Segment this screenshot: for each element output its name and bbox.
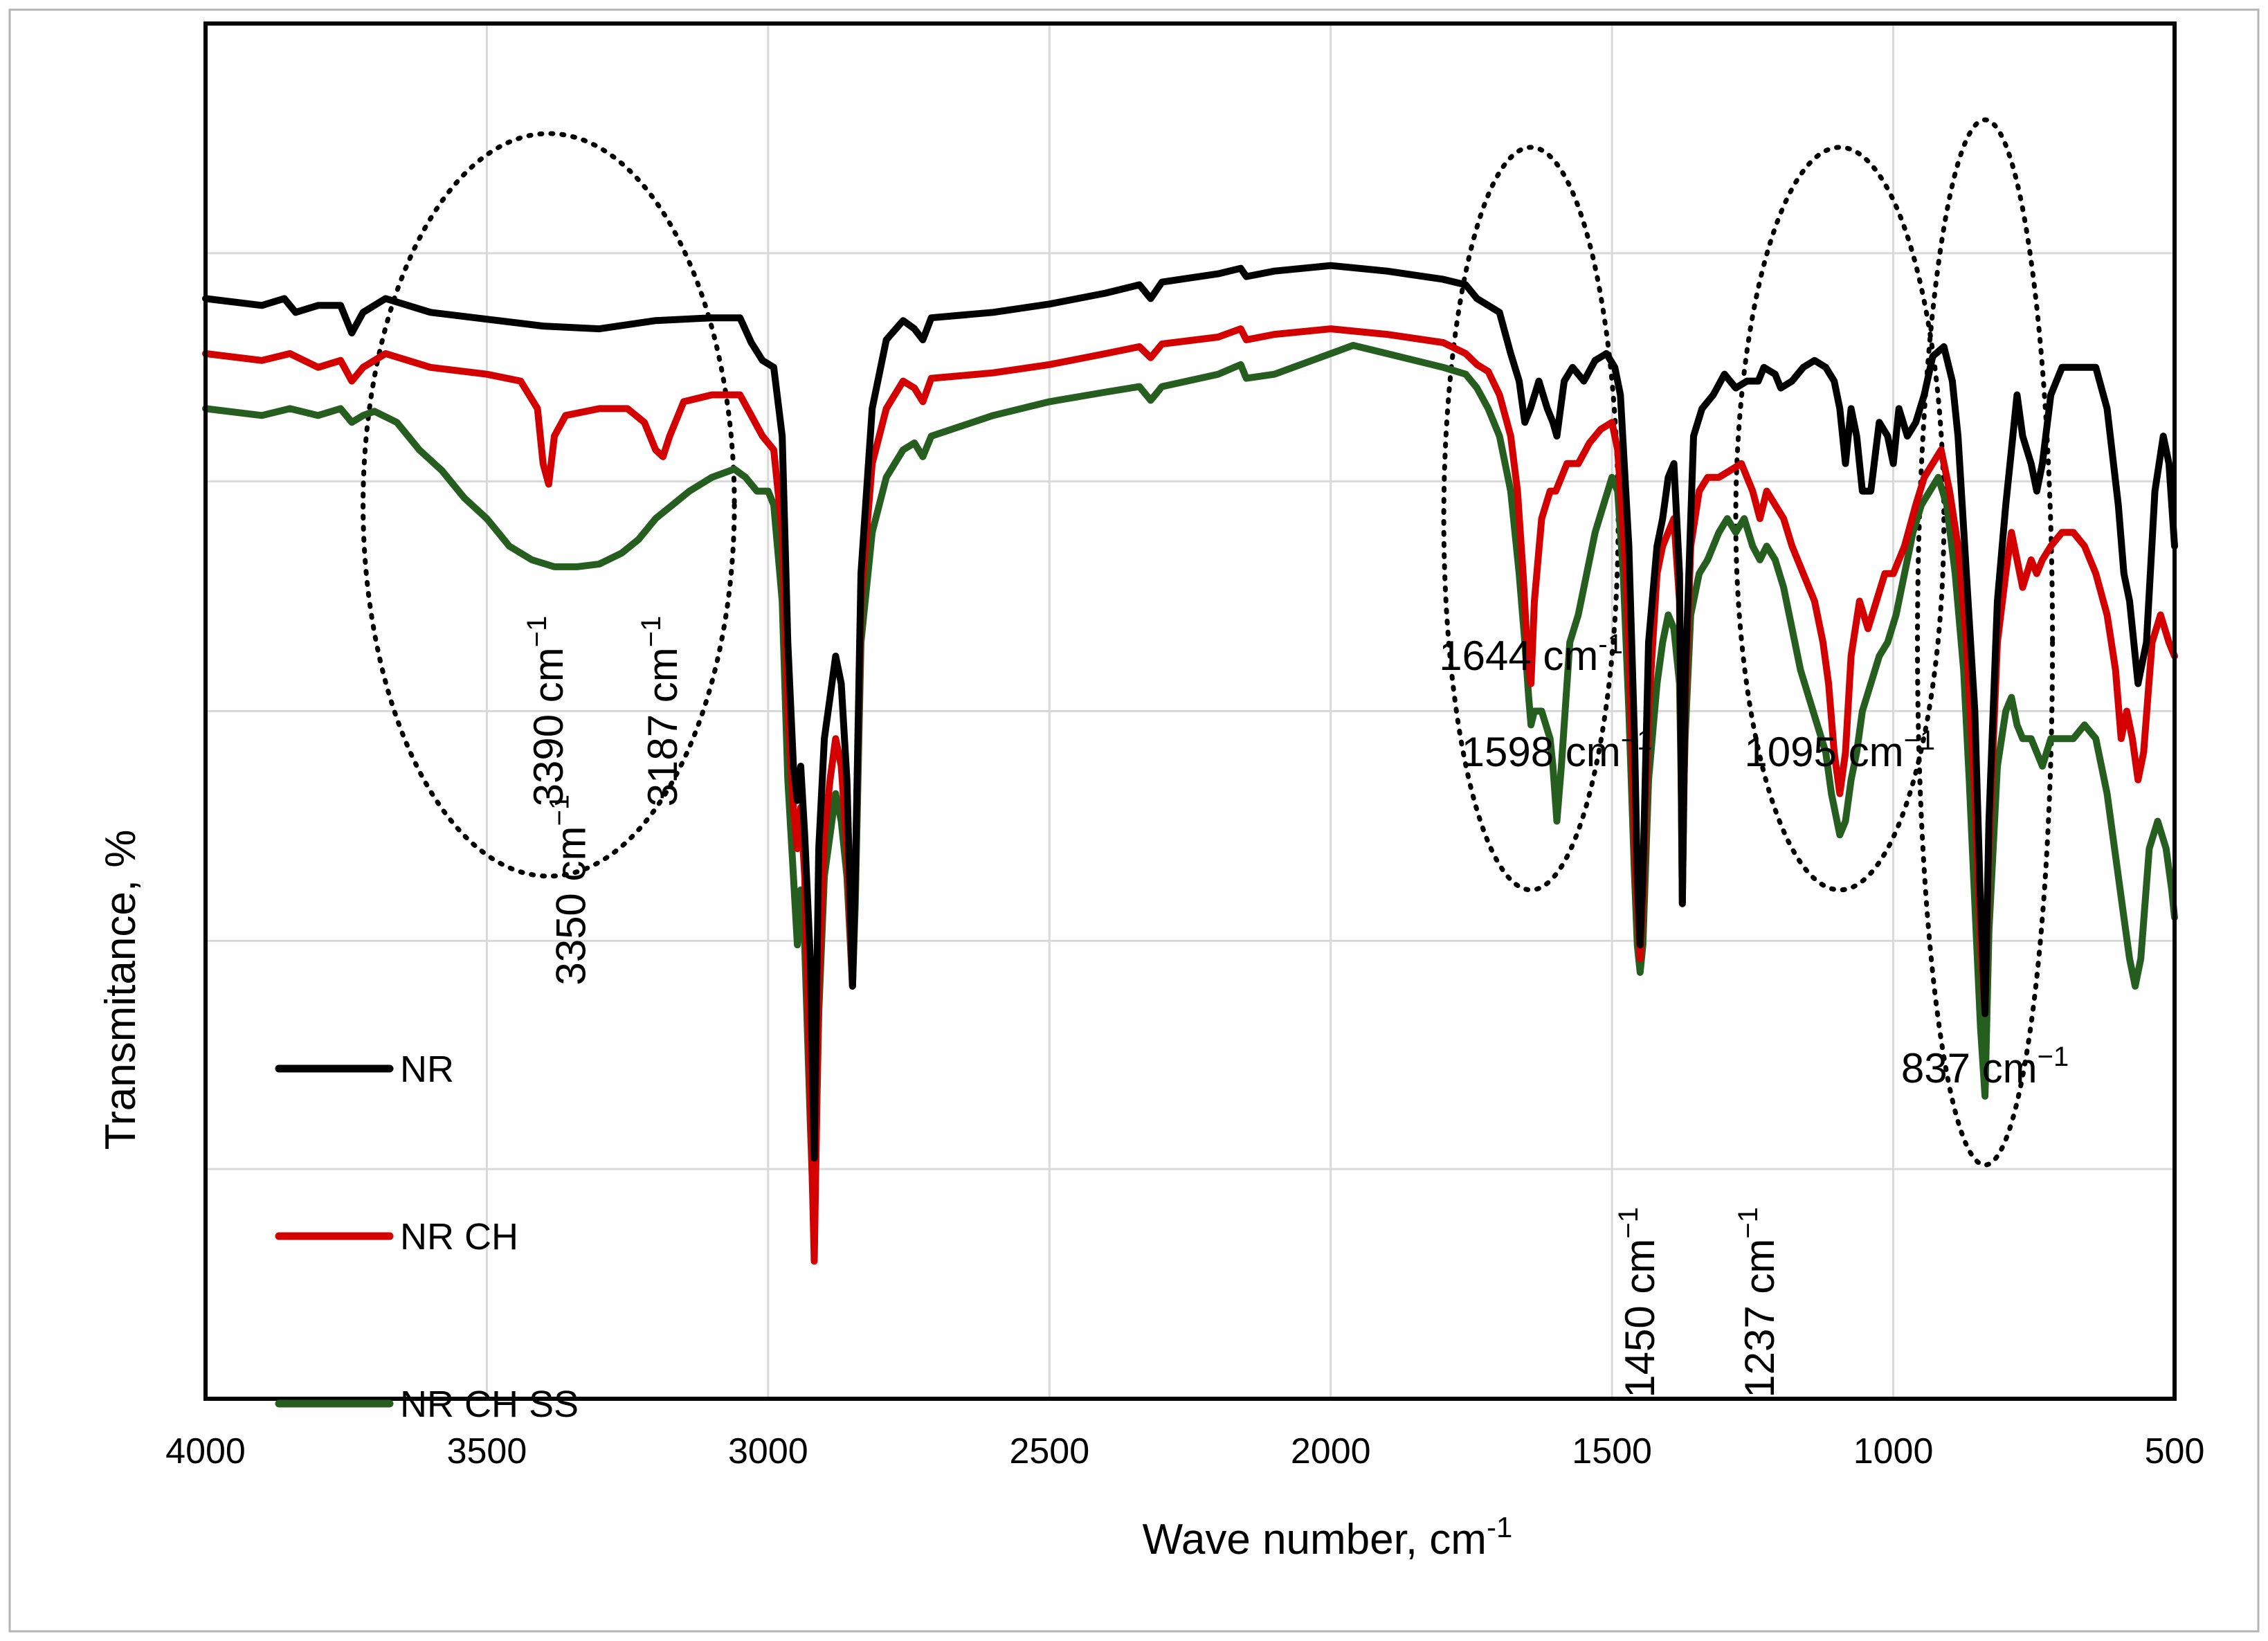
legend-label-nr: NR xyxy=(400,1049,454,1090)
highlight-ellipse xyxy=(1733,145,1947,893)
peak-label: 1644 cm-1 xyxy=(1439,629,1623,679)
x-tick-label: 2500 xyxy=(1009,1431,1089,1471)
legend-label-nr-ch: NR CH xyxy=(400,1216,518,1258)
peak-label: 1237 cm−1 xyxy=(1733,1207,1783,1398)
x-tick-label: 1000 xyxy=(1853,1431,1934,1471)
x-axis-ticks: 4000 3500 3000 2500 2000 1500 1000 500 xyxy=(165,1431,2204,1471)
peak-label: 3187 cm−1 xyxy=(636,616,686,807)
y-axis-title: Transmitance, % xyxy=(97,830,145,1150)
x-tick-label: 3500 xyxy=(447,1431,527,1471)
series-line-nr xyxy=(202,262,2178,1162)
peak-label: 1598 cm−1 xyxy=(1462,725,1653,775)
x-tick-label: 2000 xyxy=(1291,1431,1371,1471)
legend-label-nr-ch-ss: NR CH SS xyxy=(400,1384,579,1425)
series-layer xyxy=(202,262,2178,1265)
peak-label: 1095 cm−1 xyxy=(1744,725,1935,775)
peak-label: 3390 cm−1 xyxy=(522,616,572,807)
plot-area-border xyxy=(203,21,2177,1401)
peak-label: 837 cm−1 xyxy=(1901,1042,2069,1091)
x-tick-label: 3000 xyxy=(728,1431,808,1471)
peak-label: 1450 cm−1 xyxy=(1613,1207,1663,1398)
legend: NR NR CH NR CH SS xyxy=(275,1049,579,1425)
x-tick-label: 500 xyxy=(2145,1431,2205,1471)
highlight-ellipse xyxy=(361,131,737,879)
x-tick-label: 4000 xyxy=(165,1431,246,1471)
series-line-nr-ch-ss xyxy=(202,342,2178,1237)
highlight-ellipse xyxy=(1915,117,2056,1168)
x-tick-label: 1500 xyxy=(1572,1431,1652,1471)
peak-label: 3350 cm−1 xyxy=(544,795,594,986)
figure-frame xyxy=(8,8,2260,1633)
x-axis-title: Wave number, cm-1 xyxy=(1143,1511,1513,1563)
gridlines xyxy=(206,24,2175,1399)
